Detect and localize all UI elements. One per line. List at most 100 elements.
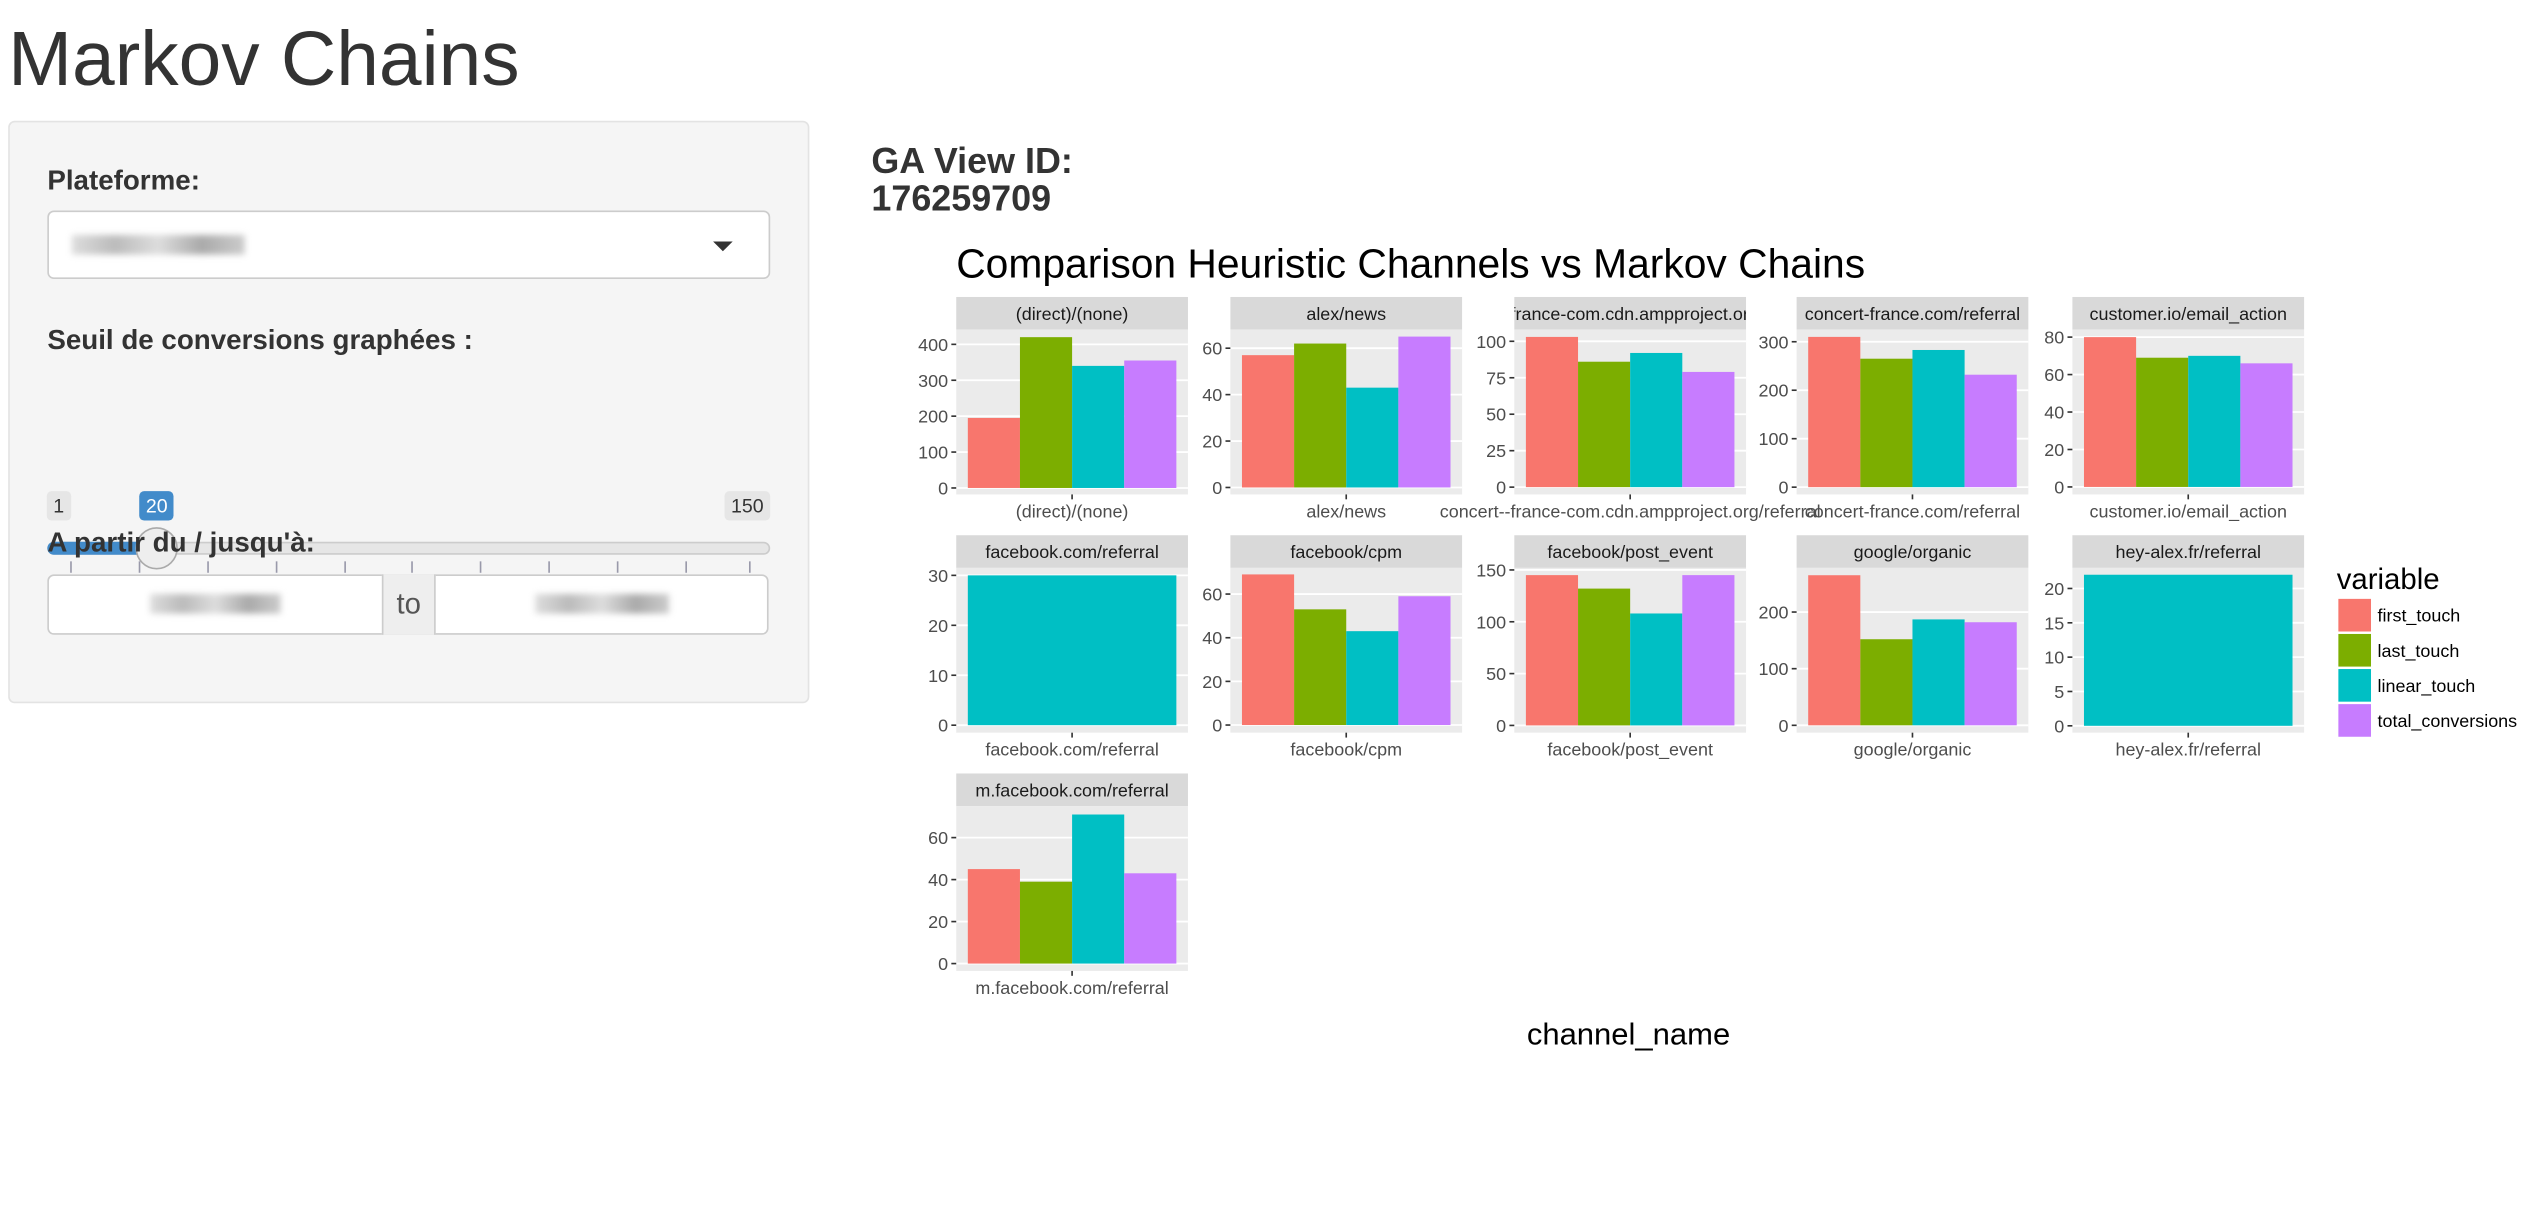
y-tick-label: 40 — [1202, 628, 1222, 648]
date-range[interactable]: to — [47, 574, 769, 635]
y-tick-label: 100 — [1759, 429, 1789, 449]
y-tick-label: 60 — [2044, 365, 2064, 385]
y-tick-label: 100 — [1476, 612, 1506, 632]
bar — [1019, 337, 1073, 488]
x-tick-label: hey-alex.fr/referral — [2115, 740, 2261, 760]
slider-tick — [206, 561, 209, 573]
bar — [1294, 609, 1347, 726]
x-tick-label: concert-france.com/referral — [1805, 501, 2020, 521]
bar — [2240, 363, 2293, 487]
slider-tick — [548, 561, 551, 573]
strip — [1514, 535, 1747, 568]
bar — [1964, 622, 2017, 726]
y-tick-label: 100 — [1476, 332, 1506, 352]
slider-tick — [748, 561, 751, 573]
y-tick-label: 10 — [928, 666, 948, 686]
y-tick-label: 400 — [918, 335, 948, 355]
bar — [1398, 336, 1451, 488]
blurred-start — [150, 593, 281, 614]
platform-select[interactable] — [47, 210, 771, 280]
legend-title: variable — [2337, 563, 2440, 596]
y-tick-label: 5 — [2054, 682, 2064, 702]
strip — [2072, 296, 2305, 330]
bar — [1630, 352, 1683, 488]
strip-label: m.facebook.com/referral — [975, 780, 1168, 800]
y-tick-label: 20 — [928, 616, 948, 636]
x-tick-label: facebook/cpm — [1290, 740, 1402, 760]
x-tick-label: facebook/post_event — [1547, 740, 1713, 761]
strip — [2072, 535, 2305, 568]
bar — [1860, 358, 1913, 488]
strip-label: facebook/post_event — [1547, 542, 1713, 563]
y-tick-label: 25 — [1486, 441, 1506, 461]
strip — [956, 773, 1188, 807]
bar — [1398, 596, 1451, 726]
bar — [1682, 575, 1735, 726]
strip-label: hey-alex.fr/referral — [2115, 542, 2261, 562]
bar — [967, 417, 1020, 488]
legend-label: total_conversions — [2378, 711, 2518, 732]
x-tick-label: facebook.com/referral — [985, 740, 1158, 760]
bar — [1346, 387, 1399, 488]
slider-tick — [411, 561, 414, 573]
bar — [1294, 343, 1347, 488]
y-tick-label: 100 — [1759, 659, 1789, 679]
ga-view-label: GA View ID: — [871, 140, 1073, 182]
slider-bar — [47, 541, 157, 555]
y-tick-label: 200 — [1759, 603, 1789, 623]
blurred-end — [535, 593, 670, 614]
legend-key — [2338, 669, 2372, 702]
bar — [1808, 575, 1861, 726]
bar — [1630, 613, 1683, 726]
date-separator: to — [381, 574, 436, 635]
y-tick-label: 10 — [2044, 648, 2064, 668]
strip-label: facebook.com/referral — [985, 542, 1158, 562]
strip — [1514, 296, 1747, 330]
strip-label: customer.io/email_action — [2090, 304, 2287, 325]
y-tick-label: 200 — [918, 407, 948, 427]
bar — [1525, 575, 1579, 726]
legend-key — [2338, 598, 2372, 632]
legend-label: first_touch — [2378, 606, 2461, 627]
x-axis-title: channel_name — [1527, 1016, 1730, 1051]
y-tick-label: 20 — [928, 912, 948, 932]
strip — [1230, 296, 1463, 330]
y-tick-label: 200 — [1759, 381, 1789, 401]
slider-max: 150 — [724, 491, 771, 521]
strip — [1796, 296, 2029, 330]
y-tick-label: 20 — [1202, 432, 1222, 452]
bar — [1578, 588, 1631, 726]
bar — [1072, 365, 1125, 488]
bar — [1860, 639, 1913, 726]
bar — [1346, 631, 1399, 726]
legend-key — [2338, 633, 2372, 667]
bar — [1241, 574, 1295, 726]
y-tick-label: 20 — [1202, 672, 1222, 692]
bar — [1072, 814, 1125, 964]
y-tick-label: 60 — [928, 828, 948, 848]
y-tick-label: 0 — [1212, 478, 1222, 498]
slider-tick — [138, 561, 141, 573]
y-tick-label: 0 — [1496, 716, 1506, 736]
sidebar: Plateforme: Seuil de conversions graphée… — [8, 120, 810, 704]
bar — [1808, 336, 1861, 488]
y-tick-label: 150 — [1476, 560, 1506, 580]
dropdown-arrow — [713, 241, 733, 252]
slider-min: 1 — [46, 491, 71, 521]
date-label: A partir du / jusqu'à: — [47, 527, 315, 559]
page-title: Markov Chains — [8, 14, 520, 102]
y-tick-label: 40 — [928, 870, 948, 890]
slider-handle[interactable] — [135, 527, 178, 570]
y-tick-label: 30 — [928, 566, 948, 586]
bar — [1578, 361, 1631, 488]
y-tick-label: 300 — [1759, 332, 1789, 352]
slider-tick — [685, 561, 687, 573]
y-tick-label: 300 — [918, 371, 948, 391]
strip-label: concert--france-com.cdn.ampproject.org/r… — [1440, 304, 1821, 324]
bar — [1124, 360, 1177, 488]
y-tick-label: 0 — [1496, 478, 1506, 498]
ga-view-id: 176259709 — [871, 177, 1052, 219]
strip — [1796, 535, 2029, 568]
slider-tick — [616, 561, 619, 573]
y-tick-label: 20 — [2044, 440, 2064, 460]
